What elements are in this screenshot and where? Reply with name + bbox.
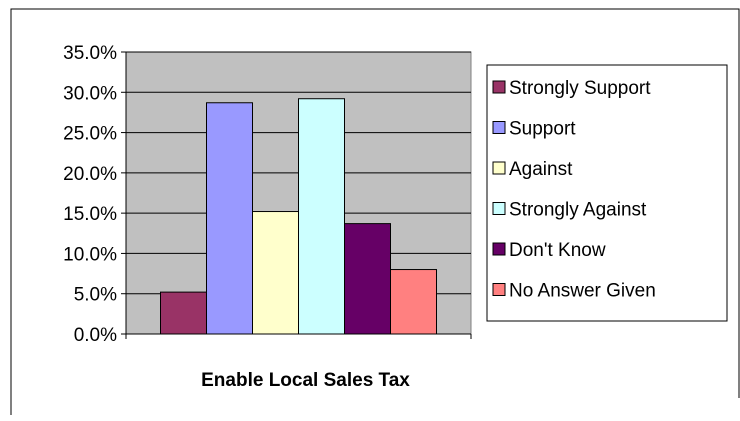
bar-strongly-support bbox=[160, 291, 207, 335]
legend-label: No Answer Given bbox=[509, 281, 656, 302]
x-category-label: Enable Local Sales Tax bbox=[201, 370, 410, 391]
legend-label: Strongly Support bbox=[509, 78, 651, 99]
y-axis: 0.0% 5.0% 10.0% 15.0% 20.0% 25.0% 30.0% 35.0% bbox=[63, 43, 127, 346]
bars bbox=[160, 98, 437, 335]
chart-area-border bbox=[10, 8, 740, 415]
bar-strongly-against bbox=[298, 98, 345, 335]
bar-don-t-know bbox=[344, 223, 391, 335]
y-tick-label: 10.0% bbox=[63, 244, 117, 265]
legend-swatch bbox=[492, 161, 506, 175]
y-tick-label: 30.0% bbox=[63, 83, 117, 104]
x-axis: Enable Local Sales Tax bbox=[125, 333, 472, 391]
y-tick-label: 25.0% bbox=[63, 124, 117, 145]
y-tick-label: 5.0% bbox=[74, 285, 117, 306]
legend: Strongly Support Support Against Strongly A… bbox=[492, 78, 656, 302]
y-tick-label: 0.0% bbox=[74, 325, 117, 346]
bar-against bbox=[252, 211, 299, 335]
legend-swatch bbox=[492, 242, 506, 256]
legend-label: Strongly Against bbox=[509, 200, 647, 221]
legend-label: Against bbox=[509, 159, 573, 180]
legend-box bbox=[486, 64, 728, 322]
legend-swatch bbox=[492, 202, 506, 215]
legend-label: Support bbox=[509, 119, 576, 140]
y-tick-label: 15.0% bbox=[63, 204, 117, 225]
bar-no-answer-given bbox=[390, 269, 437, 335]
bar-support bbox=[206, 102, 253, 335]
legend-swatch bbox=[492, 121, 506, 134]
legend-label: Don't Know bbox=[509, 240, 606, 261]
legend-swatch bbox=[492, 80, 506, 94]
y-tick-label: 20.0% bbox=[63, 164, 117, 185]
y-tick-label: 35.0% bbox=[63, 43, 117, 64]
legend-swatch bbox=[492, 283, 506, 296]
